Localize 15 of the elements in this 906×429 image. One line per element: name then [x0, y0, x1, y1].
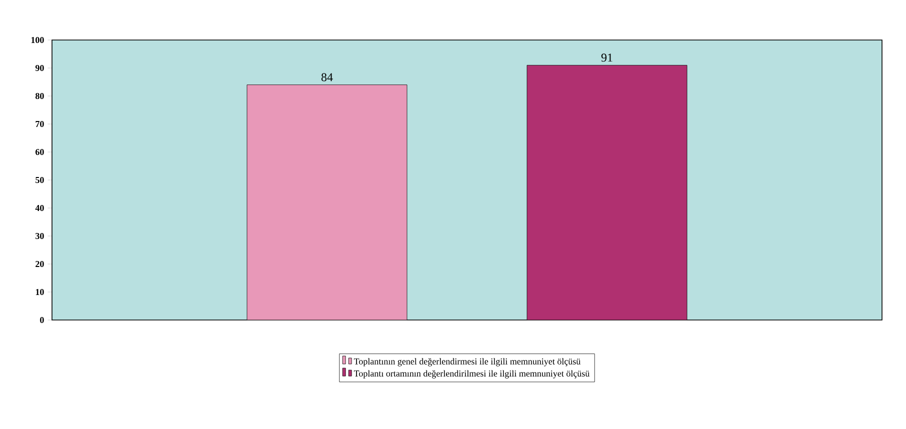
y-tick-label: 70 [36, 120, 44, 128]
y-tick-label: 60 [36, 148, 44, 156]
y-tick-label: 50 [36, 176, 44, 184]
y-tick-label: 80 [36, 92, 44, 100]
y-tick-label: 0 [40, 316, 44, 324]
legend-label: Toplantı ortamının değerlendirilmesi ile ilgili memnuniyet ölçüsü [354, 370, 590, 378]
y-tick-label: 40 [35, 204, 44, 212]
y-tick-label: 20 [36, 260, 44, 268]
y-tick-label: 100 [31, 36, 44, 44]
y-tick-label: 30 [36, 232, 44, 240]
data-label: 91 [601, 54, 612, 62]
y-tick-label: 90 [35, 64, 44, 72]
y-tick-label: 10 [36, 288, 44, 296]
data-label: 84 [321, 73, 333, 82]
legend-label: Toplantının genel değerlendirmesi ile ilgili memnuniyet ölçüsü [354, 358, 580, 366]
